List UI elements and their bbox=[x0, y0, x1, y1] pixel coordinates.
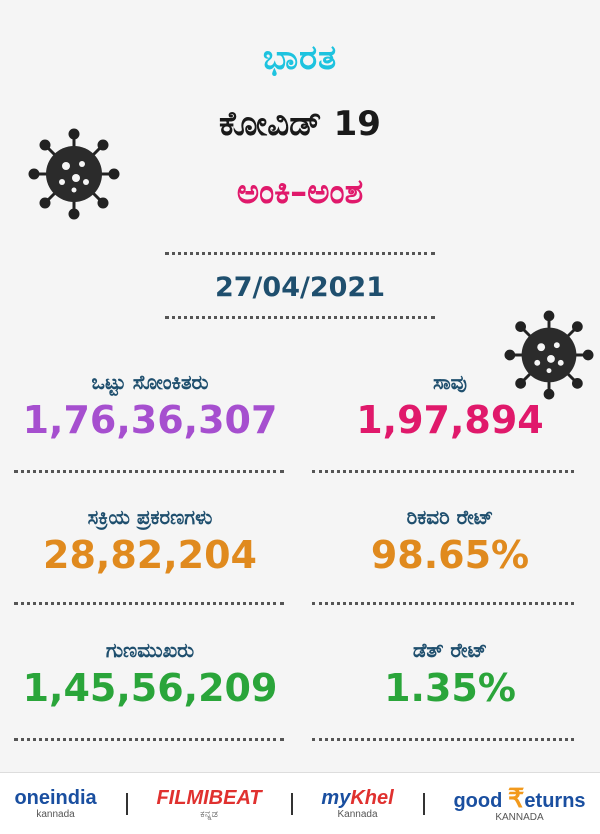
stat-deaths: ಸಾವು 1,97,894 bbox=[300, 370, 600, 442]
divider bbox=[14, 738, 284, 741]
stat-active-cases: ಸಕ್ರಿಯ ಪ್ರಕರಣಗಳು 28,82,204 bbox=[0, 505, 300, 577]
divider bbox=[312, 738, 574, 741]
country-title: ಭಾರತ bbox=[262, 38, 338, 78]
stat-value: 1,45,56,209 bbox=[22, 666, 278, 710]
virus-icon bbox=[504, 310, 594, 400]
stat-label: ರಿಕವರಿ ರೇಟ್ bbox=[406, 505, 494, 529]
stat-label: ಸಕ್ರಿಯ ಪ್ರಕರಣಗಳು bbox=[87, 505, 213, 529]
mykhel-sub: Kannada bbox=[337, 808, 378, 820]
stat-value: 1.35% bbox=[384, 666, 516, 710]
stat-value: 1,76,36,307 bbox=[22, 398, 278, 442]
footer-brands: oneindia kannada FILMIBEAT ಕನ್ನಡ myKhel … bbox=[0, 772, 600, 834]
rupee-icon: ₹ bbox=[507, 782, 525, 813]
divider bbox=[165, 252, 435, 255]
stat-label: ಒಟ್ಟು ಸೋಂಕಿತರು bbox=[91, 370, 209, 394]
stat-death-rate: ಡೆತ್ ರೇಟ್ 1.35% bbox=[300, 638, 600, 710]
page-title: ಕೋವಿಡ್ 19 bbox=[219, 104, 381, 144]
divider bbox=[165, 316, 435, 319]
stat-label: ಡೆತ್ ರೇಟ್ bbox=[412, 638, 488, 662]
stat-total-cases: ಒಟ್ಟು ಸೋಂಕಿತರು 1,76,36,307 bbox=[0, 370, 300, 442]
separator bbox=[290, 792, 293, 815]
oneindia-name: oneindia bbox=[14, 786, 97, 809]
separator bbox=[422, 792, 425, 815]
mykhel-logo[interactable]: myKhel Kannada bbox=[321, 788, 393, 820]
oneindia-logo[interactable]: oneindia kannada bbox=[14, 788, 96, 820]
mykhel-name-a: my bbox=[321, 786, 351, 809]
stat-label: ಸಾವು bbox=[433, 370, 467, 394]
divider bbox=[14, 470, 284, 473]
stat-label: ಗುಣಮುಖರು bbox=[105, 638, 195, 662]
divider bbox=[312, 470, 574, 473]
stat-recovered: ಗುಣಮುಖರು 1,45,56,209 bbox=[0, 638, 300, 710]
stat-recovery-rate: ರಿಕವರಿ ರೇಟ್ 98.65% bbox=[300, 505, 600, 577]
report-date: 27/04/2021 bbox=[214, 272, 385, 303]
stat-value: 1,97,894 bbox=[356, 398, 544, 442]
page-subtitle: ಅಂಕಿ–ಅಂಶ bbox=[236, 172, 364, 212]
goodreturns-logo[interactable]: good ₹eturns KANNADA bbox=[453, 785, 585, 823]
goodreturns-name-a: good bbox=[453, 789, 503, 812]
divider bbox=[312, 602, 574, 605]
oneindia-sub: kannada bbox=[36, 808, 75, 820]
covid-stats-card: ಭಾರತ ಕೋವಿಡ್ 19 ಅಂಕಿ–ಅಂಶ 27/04/2021 ಒಟ್ಟು… bbox=[0, 38, 600, 741]
stat-value: 98.65% bbox=[370, 533, 530, 577]
divider bbox=[14, 602, 284, 605]
stat-value: 28,82,204 bbox=[43, 533, 257, 577]
filmibeat-sub: ಕನ್ನಡ bbox=[200, 808, 218, 820]
filmibeat-logo[interactable]: FILMIBEAT ಕನ್ನಡ bbox=[156, 788, 261, 820]
separator bbox=[125, 792, 128, 815]
goodreturns-sub: KANNADA bbox=[495, 811, 544, 823]
mykhel-name-b: Khel bbox=[350, 786, 394, 809]
virus-icon bbox=[28, 128, 120, 220]
filmibeat-name: FILMIBEAT bbox=[156, 786, 262, 809]
goodreturns-name-c: eturns bbox=[524, 789, 586, 812]
